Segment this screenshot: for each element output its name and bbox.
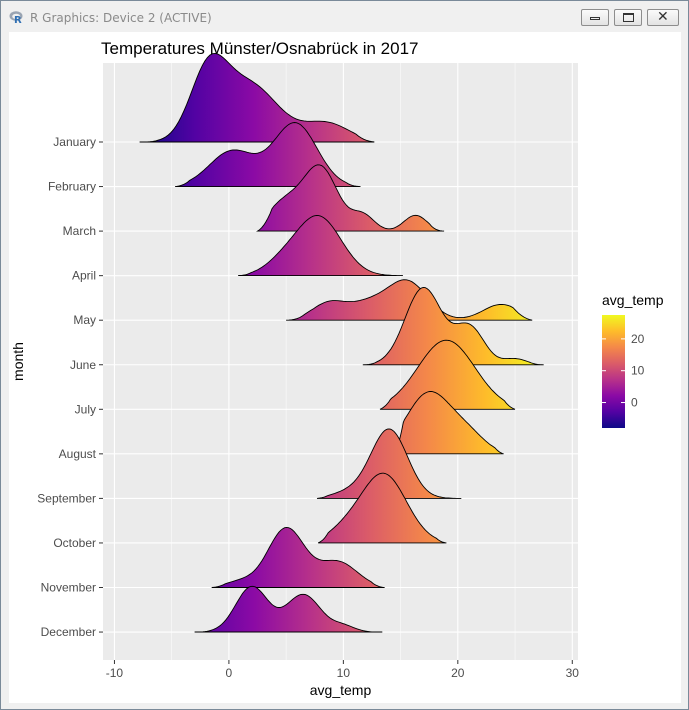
chart-title: Temperatures Münster/Osnabrück in 2017 [101,39,419,58]
x-tick-label: -10 [106,666,124,680]
ridge-december [194,585,383,633]
ridge-june [362,287,544,366]
ridge-october [317,472,447,544]
y-tick-label-june: June [70,358,96,372]
legend: avg_temp 0 10 20 [602,292,664,428]
ridge-april [238,215,403,277]
y-tick-label-november: November [41,581,96,595]
ridge-november [211,526,385,588]
maximize-button[interactable] [614,9,642,26]
y-tick-label-may: May [73,313,96,327]
maximize-icon [623,13,634,22]
y-axis-title: month [10,342,26,381]
close-icon: ✕ [657,9,669,25]
ridge-july [379,339,516,410]
y-tick-label-january: January [53,135,96,149]
y-tick-label-september: September [37,491,96,505]
ridge-september [316,428,462,499]
close-button[interactable]: ✕ [647,9,679,26]
x-tick-label: 30 [566,666,580,680]
ridge-march [256,164,445,232]
legend-label: 10 [631,364,645,378]
x-tick-label: 20 [451,666,465,680]
y-tick-label-march: March [63,224,96,238]
title-bar[interactable]: R R Graphics: Device 2 (ACTIVE) ✕ [1,1,688,32]
r-logo-icon: R [9,11,23,24]
y-tick-label-april: April [72,269,96,283]
r-logo-letter: R [14,15,22,24]
x-axis-title: avg_temp [310,682,372,698]
y-tick-label-august: August [59,447,97,461]
ridgeline-chart: Temperatures Münster/Osnabrück in 2017 -… [10,39,664,698]
minimize-icon [590,17,600,20]
x-tick-label: 0 [226,666,233,680]
legend-colorbar [602,315,625,428]
legend-title: avg_temp [602,292,664,308]
legend-label: 0 [631,396,638,410]
legend-label: 20 [631,332,645,346]
ridge-january [139,52,375,143]
y-tick-label-october: October [53,536,96,550]
ridge-may [286,279,533,321]
ridges [139,52,544,633]
axes: -10 0 10 20 30 January February March April May Ju… [37,135,579,680]
minimize-button[interactable] [581,9,609,26]
y-tick-label-december: December [41,625,96,639]
plot-area: Temperatures Münster/Osnabrück in 2017 -… [9,32,681,703]
y-tick-label-february: February [48,180,96,194]
x-tick-label: 10 [337,666,351,680]
ridge-august [394,391,504,455]
window-title: R Graphics: Device 2 (ACTIVE) [30,11,212,25]
y-tick-label-july: July [75,402,96,416]
